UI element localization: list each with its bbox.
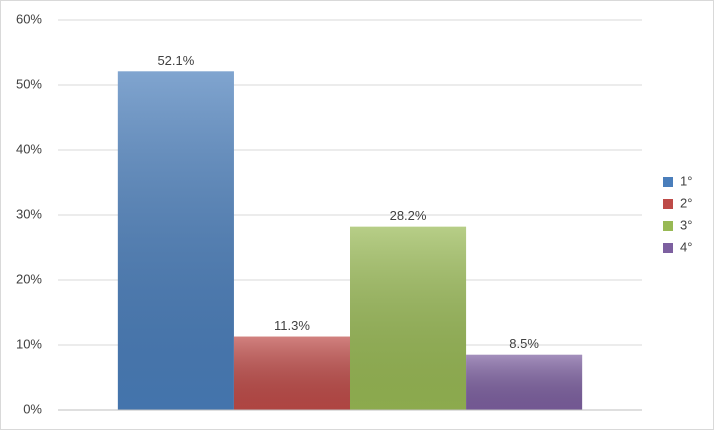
value-label: 11.3%: [274, 318, 310, 333]
y-tick-label: 20%: [16, 271, 42, 286]
y-tick-label: 10%: [16, 336, 42, 351]
legend-swatch: [663, 199, 673, 209]
legend-swatch: [663, 243, 673, 253]
legend-swatch: [663, 221, 673, 231]
y-tick-label: 30%: [16, 206, 42, 221]
value-label: 8.5%: [509, 336, 539, 351]
bar-shade: [350, 226, 467, 410]
y-tick-label: 50%: [16, 76, 42, 91]
bar-shade: [466, 354, 583, 410]
bar-shade: [117, 71, 234, 410]
y-tick-label: 40%: [16, 141, 42, 156]
legend-label: 4°: [680, 239, 692, 254]
legend-label: 3°: [680, 217, 692, 232]
legend-swatch: [663, 177, 673, 187]
y-tick-label: 60%: [16, 11, 42, 26]
value-label: 52.1%: [157, 53, 194, 68]
legend-label: 2°: [680, 195, 692, 210]
value-label: 28.2%: [390, 208, 427, 223]
legend-label: 1°: [680, 173, 692, 188]
bar-shade: [233, 336, 350, 410]
y-tick-label: 0%: [23, 401, 42, 416]
